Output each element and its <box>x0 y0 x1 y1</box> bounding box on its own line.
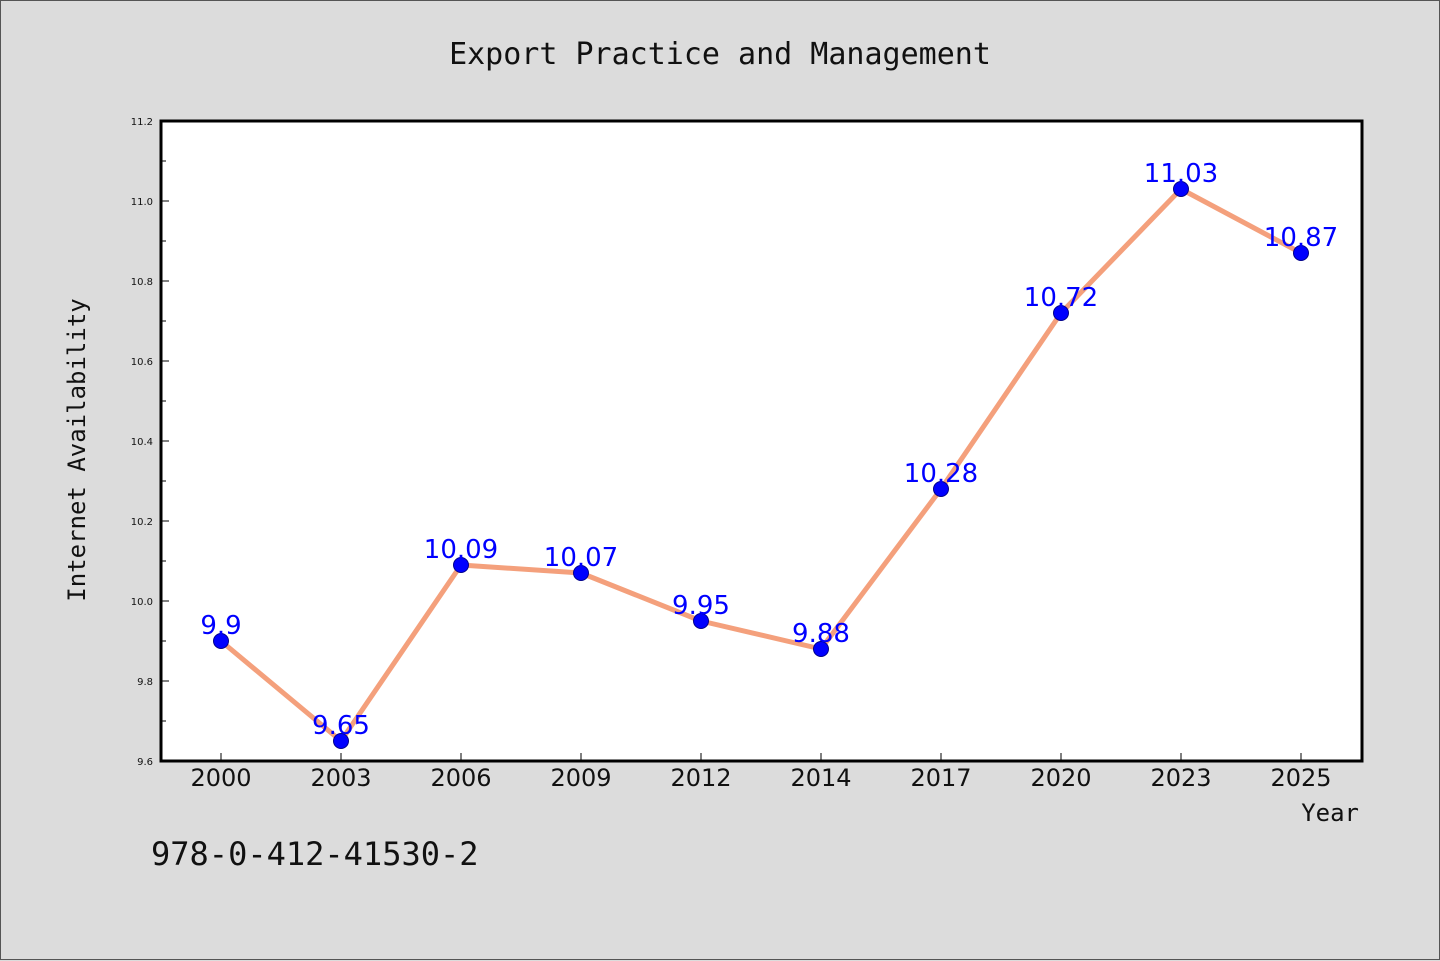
data-label: 9.95 <box>672 591 730 621</box>
x-axis-label: Year <box>1301 799 1359 827</box>
y-axis-label: Internet Availability <box>63 298 91 601</box>
x-tick-label: 2017 <box>910 764 971 792</box>
x-tick-label: 2025 <box>1270 764 1331 792</box>
chart-marks: 9.6 9.8 10.0 10.2 10.4 10.6 10.8 11.0 11.2 2000 20… <box>131 117 1338 792</box>
x-tick-label: 2006 <box>430 764 491 792</box>
data-label: 9.65 <box>312 711 370 741</box>
data-point <box>693 613 709 629</box>
y-tick-label: 10.4 <box>131 437 153 448</box>
y-tick-label: 10.8 <box>131 277 153 288</box>
data-point <box>1173 181 1189 197</box>
data-point <box>453 557 469 573</box>
data-point <box>213 633 229 649</box>
data-label: 10.87 <box>1264 223 1338 253</box>
x-tick-label: 2000 <box>190 764 251 792</box>
y-tick-label: 11.2 <box>131 117 153 128</box>
x-tick-label: 2003 <box>310 764 371 792</box>
data-point <box>1053 305 1069 321</box>
x-tick-label: 2020 <box>1030 764 1091 792</box>
y-tick-label: 10.0 <box>131 597 153 608</box>
data-point <box>813 641 829 657</box>
data-label: 10.09 <box>424 535 498 565</box>
data-label: 10.72 <box>1024 283 1098 313</box>
data-point <box>333 733 349 749</box>
series-line <box>218 186 1304 744</box>
plot-border <box>159 119 1364 763</box>
plot-area <box>161 121 1362 761</box>
x-tick-label: 2009 <box>550 764 611 792</box>
data-point <box>1293 245 1309 261</box>
isbn-text: 978-0-412-41530-2 <box>151 835 479 873</box>
data-point <box>933 481 949 497</box>
data-label: 11.03 <box>1144 159 1218 189</box>
x-tick-label: 2014 <box>790 764 851 792</box>
y-tick-label: 9.8 <box>137 677 153 688</box>
data-label: 9.88 <box>792 619 850 649</box>
x-tick-label: 2023 <box>1150 764 1211 792</box>
y-tick-label: 9.6 <box>137 757 153 768</box>
data-label: 10.28 <box>904 459 978 489</box>
y-tick-label: 10.2 <box>131 517 153 528</box>
y-tick-label: 11.0 <box>131 197 153 208</box>
data-label: 9.9 <box>200 611 241 641</box>
y-tick-label: 10.6 <box>131 357 153 368</box>
x-tick-label: 2012 <box>670 764 731 792</box>
chart-title: Export Practice and Management <box>449 37 991 72</box>
data-label: 10.07 <box>544 543 618 573</box>
data-point <box>573 565 589 581</box>
